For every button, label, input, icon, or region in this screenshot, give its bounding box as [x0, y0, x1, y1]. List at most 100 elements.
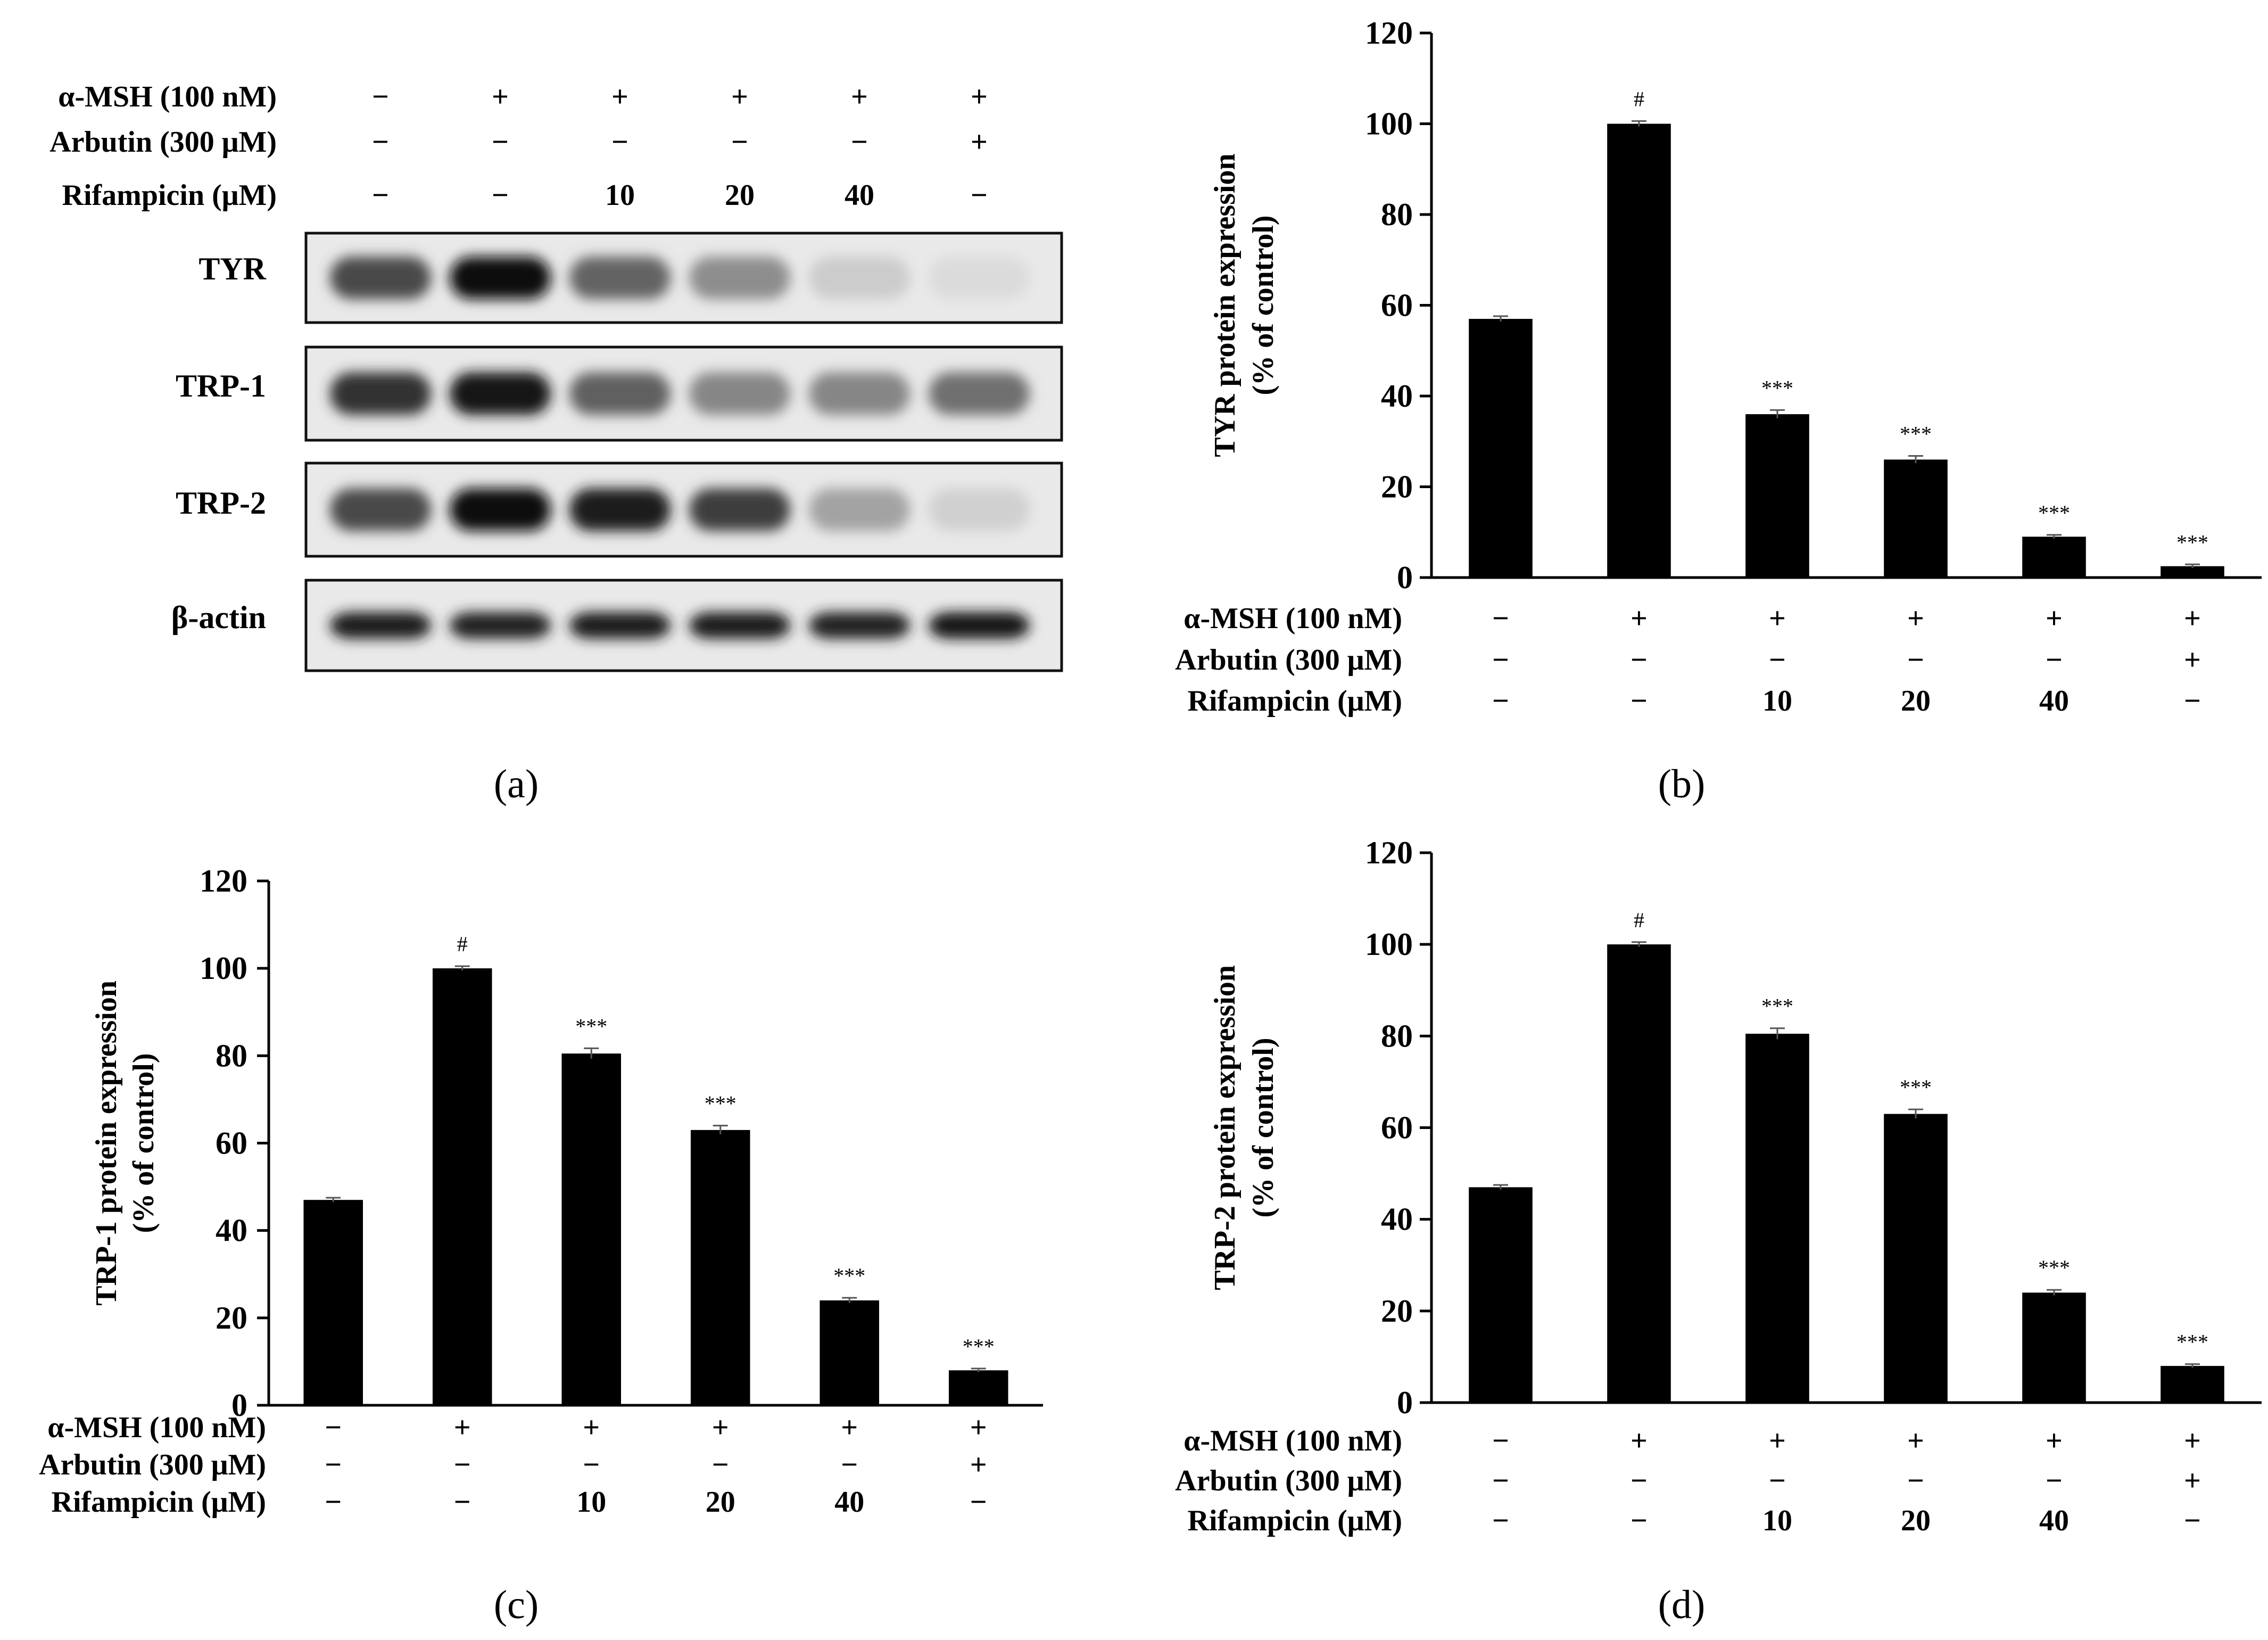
condition-label: Arbutin (300 μM): [39, 1448, 266, 1481]
condition-value: −: [1492, 1424, 1509, 1457]
blot-band: [330, 612, 431, 639]
y-tick-label: 80: [1381, 1018, 1413, 1053]
blot-band: [689, 612, 790, 639]
blot-condition-value: 40: [845, 179, 874, 212]
blot-condition-value: −: [492, 179, 509, 212]
panel-c-trp1-chart: 0 20 40 60 80 100 120 TRP-1 protein expression(…: [39, 863, 1043, 1519]
condition-value: 40: [2039, 685, 2069, 718]
y-tick-label: 60: [216, 1126, 247, 1161]
blot-band: [330, 372, 431, 415]
condition-value: −: [1630, 644, 1648, 677]
blot-band: [689, 488, 790, 531]
y-tick-label: 60: [1381, 1110, 1413, 1145]
bar: [1607, 123, 1671, 578]
blot-condition-value: +: [971, 80, 988, 113]
condition-value: +: [1769, 1424, 1786, 1457]
significance-marker: ***: [2176, 1330, 2208, 1354]
condition-value: −: [1769, 644, 1786, 677]
significance-marker: ***: [833, 1264, 865, 1288]
blot-band-label: β-actin: [171, 600, 266, 635]
panel-letter-a: (a): [494, 762, 539, 806]
bar: [1745, 414, 1809, 578]
significance-marker: ***: [2176, 530, 2208, 554]
blot-band-label: TRP-1: [176, 368, 266, 403]
condition-value: −: [1769, 1464, 1786, 1497]
blot-band: [569, 612, 671, 639]
condition-value: −: [1630, 1504, 1648, 1537]
bar: [1745, 1034, 1809, 1403]
condition-value: −: [1492, 644, 1509, 677]
blot-band: [929, 488, 1030, 531]
blot-row: [304, 345, 1063, 442]
bar: [2161, 566, 2224, 578]
condition-value: +: [1907, 1424, 1924, 1457]
bar: [1469, 1187, 1533, 1403]
condition-value: +: [2184, 1464, 2201, 1497]
condition-value: −: [1630, 1464, 1648, 1497]
condition-value: +: [1907, 602, 1924, 635]
significance-marker: ***: [1761, 376, 1793, 400]
condition-label: α-MSH (100 nM): [47, 1411, 266, 1444]
blot-condition-value: −: [971, 179, 988, 212]
bar: [561, 1053, 622, 1405]
condition-value: −: [2046, 644, 2063, 677]
condition-value: +: [970, 1448, 987, 1481]
condition-value: 40: [2039, 1504, 2069, 1537]
y-tick-label: 20: [1381, 1293, 1413, 1329]
condition-value: 10: [1762, 685, 1792, 718]
panel-letter-d: (d): [1658, 1583, 1706, 1627]
blot-condition-value: +: [492, 80, 509, 113]
bar: [1469, 319, 1533, 578]
condition-label: α-MSH (100 nM): [1183, 602, 1402, 635]
condition-value: −: [1630, 685, 1648, 718]
blot-row: [304, 461, 1063, 558]
condition-label: α-MSH (100 nM): [1183, 1424, 1402, 1457]
bar: [1884, 459, 1948, 578]
significance-marker: ***: [1900, 1075, 1932, 1099]
blot-condition-label: Rifampicin (μM): [62, 179, 277, 212]
condition-value: −: [1492, 1504, 1509, 1537]
blot-band: [809, 257, 910, 299]
condition-value: −: [841, 1448, 858, 1481]
condition-value: −: [2184, 1504, 2201, 1537]
blot-condition-value: −: [492, 126, 509, 159]
significance-marker: ***: [705, 1092, 736, 1116]
condition-value: −: [712, 1448, 729, 1481]
blot-band: [689, 372, 790, 415]
y-tick-label: 20: [216, 1300, 247, 1336]
significance-marker: ***: [1761, 994, 1793, 1018]
blot-condition-value: +: [851, 80, 868, 113]
panel-letter-c: (c): [494, 1583, 539, 1627]
y-tick-label: 100: [1365, 106, 1413, 142]
bar: [2022, 537, 2086, 578]
condition-value: +: [712, 1411, 729, 1444]
condition-value: −: [325, 1486, 342, 1519]
significance-marker: ***: [963, 1334, 995, 1358]
condition-label: Rifampicin (μM): [1188, 685, 1402, 718]
y-tick-label: 100: [1365, 927, 1413, 962]
condition-value: 20: [1901, 1504, 1931, 1537]
blot-band-label: TRP-2: [176, 485, 266, 521]
y-axis-title: TYR protein expression: [1209, 153, 1241, 457]
condition-value: +: [1630, 1424, 1648, 1457]
blot-band: [330, 488, 431, 531]
blot-band: [330, 257, 431, 299]
condition-value: +: [2046, 1424, 2063, 1457]
blot-condition-value: −: [731, 126, 748, 159]
condition-value: −: [1492, 602, 1509, 635]
condition-value: 40: [834, 1486, 864, 1519]
panel-d-trp2-chart: 0 20 40 60 80 100 120 TRP-2 protein expression(…: [1175, 835, 2262, 1537]
y-tick-label: 60: [1381, 288, 1413, 323]
blot-band: [929, 257, 1030, 299]
condition-value: +: [970, 1411, 987, 1444]
condition-value: +: [2184, 1424, 2201, 1457]
condition-value: 20: [706, 1486, 735, 1519]
y-tick-label: 40: [1381, 1202, 1413, 1237]
y-axis-subtitle: (% of control): [1247, 1038, 1280, 1218]
condition-value: +: [2046, 602, 2063, 635]
blot-band: [450, 612, 551, 639]
y-tick-label: 0: [1397, 560, 1413, 595]
condition-value: −: [1492, 685, 1509, 718]
significance-marker: ***: [2038, 501, 2070, 525]
bar: [2161, 1366, 2224, 1403]
